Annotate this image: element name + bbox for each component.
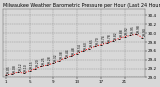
Text: 29.60: 29.60 — [84, 41, 88, 50]
Text: 29.95: 29.95 — [131, 25, 135, 34]
Text: 29.10: 29.10 — [24, 63, 28, 72]
Text: 29.88: 29.88 — [119, 29, 123, 37]
Text: 29.98: 29.98 — [137, 24, 141, 33]
Text: 29.74: 29.74 — [101, 35, 105, 43]
Text: 29.38: 29.38 — [60, 51, 64, 59]
Text: 29.05: 29.05 — [6, 65, 10, 74]
Text: 29.82: 29.82 — [113, 31, 117, 40]
Text: 29.78: 29.78 — [107, 33, 111, 42]
Text: 29.28: 29.28 — [48, 55, 52, 64]
Text: 29.90: 29.90 — [143, 27, 147, 36]
Text: Milwaukee Weather Barometric Pressure per Hour (Last 24 Hours): Milwaukee Weather Barometric Pressure pe… — [3, 3, 160, 8]
Text: 29.25: 29.25 — [42, 56, 46, 65]
Text: 29.65: 29.65 — [90, 38, 94, 47]
Text: 29.44: 29.44 — [66, 48, 70, 57]
Text: 29.12: 29.12 — [18, 62, 22, 71]
Text: 29.92: 29.92 — [125, 27, 129, 35]
Text: 29.54: 29.54 — [78, 43, 82, 52]
Text: 29.32: 29.32 — [54, 53, 58, 62]
Text: 29.70: 29.70 — [96, 36, 100, 45]
Text: 29.15: 29.15 — [30, 61, 34, 69]
Text: 29.20: 29.20 — [36, 58, 40, 67]
Text: 29.08: 29.08 — [12, 64, 16, 73]
Text: 29.48: 29.48 — [72, 46, 76, 55]
